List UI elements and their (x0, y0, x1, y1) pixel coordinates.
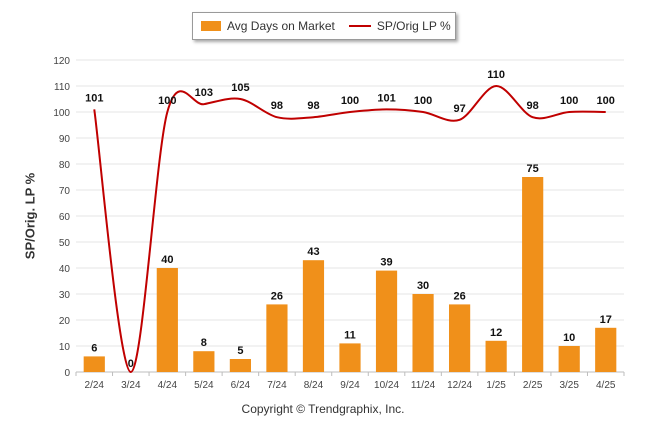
x-tick-label: 9/24 (340, 380, 360, 391)
x-tick-label: 1/25 (486, 380, 506, 391)
line-data-label: 98 (527, 100, 539, 112)
x-tick-label: 2/24 (85, 380, 105, 391)
line-data-label: 105 (231, 82, 249, 94)
series-line (93, 84, 606, 374)
x-tick-label: 3/25 (559, 380, 579, 391)
x-tick-label: 8/24 (304, 380, 324, 391)
bar-data-label: 26 (453, 290, 465, 302)
x-tick-label: 4/25 (596, 380, 616, 391)
copyright-text: Copyright © Trendgraphix, Inc. (241, 402, 405, 416)
y-tick-label: 90 (59, 134, 71, 145)
y-tick-label: 50 (59, 238, 71, 249)
line-data-label: 110 (487, 69, 505, 81)
bar (266, 304, 288, 372)
x-tick-label: 4/24 (158, 380, 178, 391)
bar-data-label: 5 (237, 345, 243, 357)
bar-data-label: 39 (380, 257, 392, 269)
x-tick-label: 2/25 (523, 380, 543, 391)
x-tick-label: 10/24 (374, 380, 399, 391)
y-tick-label: 10 (59, 342, 71, 353)
x-tick-label: 5/24 (194, 380, 214, 391)
x-tick-label: 11/24 (411, 380, 436, 391)
x-tick-label: 12/24 (447, 380, 472, 391)
bar (83, 356, 105, 372)
y-tick-label: 20 (59, 316, 71, 327)
x-tick-label: 6/24 (231, 380, 251, 391)
bar-data-label: 26 (271, 290, 283, 302)
y-tick-label: 40 (59, 264, 71, 275)
bar-data-label: 17 (600, 314, 612, 326)
bar (449, 304, 471, 372)
line-data-label: 100 (158, 95, 176, 107)
bar-data-label: 0 (128, 358, 134, 370)
bar-data-label: 30 (417, 280, 429, 292)
bar (485, 340, 507, 372)
line-data-label: 98 (271, 100, 283, 112)
legend-bar-label: Avg Days on Market (227, 19, 335, 33)
legend-item-line[interactable]: SP/Orig LP % (335, 19, 451, 33)
x-tick-label: 3/24 (121, 380, 141, 391)
line-data-label: 98 (307, 100, 319, 112)
bar (375, 270, 398, 372)
line-data-label: 100 (560, 95, 578, 107)
bar (193, 351, 215, 372)
legend-bar-swatch (201, 21, 221, 31)
y-tick-label: 100 (53, 108, 70, 119)
bar-data-label: 11 (344, 329, 356, 341)
y-tick-label: 120 (53, 56, 70, 67)
bar (558, 346, 580, 372)
chart-legend: Avg Days on Market SP/Orig LP % (192, 12, 456, 40)
line-data-label: 100 (414, 95, 432, 107)
line-data-label: 100 (597, 95, 615, 107)
bar (156, 268, 178, 372)
bar-data-label: 10 (563, 332, 575, 344)
line-data-label: 103 (195, 87, 213, 99)
y-tick-label: 110 (54, 82, 70, 93)
bar (302, 260, 325, 372)
y-tick-label: 80 (59, 160, 71, 171)
bar-data-label: 75 (527, 163, 539, 175)
bar (595, 327, 617, 372)
x-tick-label: 7/24 (267, 380, 287, 391)
y-tick-label: 70 (59, 186, 71, 197)
bar-data-label: 8 (201, 337, 207, 349)
y-tick-label: 60 (59, 212, 71, 223)
line-data-label: 101 (377, 92, 395, 104)
bar-data-label: 40 (161, 254, 173, 266)
line-data-label: 97 (453, 103, 465, 115)
bar-data-label: 43 (307, 246, 319, 258)
line-data-label: 100 (341, 95, 359, 107)
legend-line-swatch (348, 25, 371, 27)
bar (229, 359, 251, 372)
bar-data-label: 6 (91, 342, 97, 354)
legend-line-label: SP/Orig LP % (376, 19, 451, 33)
y-tick-label: 0 (64, 368, 70, 379)
y-tick-label: 30 (59, 290, 71, 301)
bar (339, 343, 361, 372)
bar (412, 294, 434, 372)
bar (522, 177, 544, 372)
line-data-label: 101 (85, 92, 103, 104)
legend-item-bar[interactable]: Avg Days on Market (193, 19, 335, 33)
bar-data-label: 12 (490, 327, 502, 339)
